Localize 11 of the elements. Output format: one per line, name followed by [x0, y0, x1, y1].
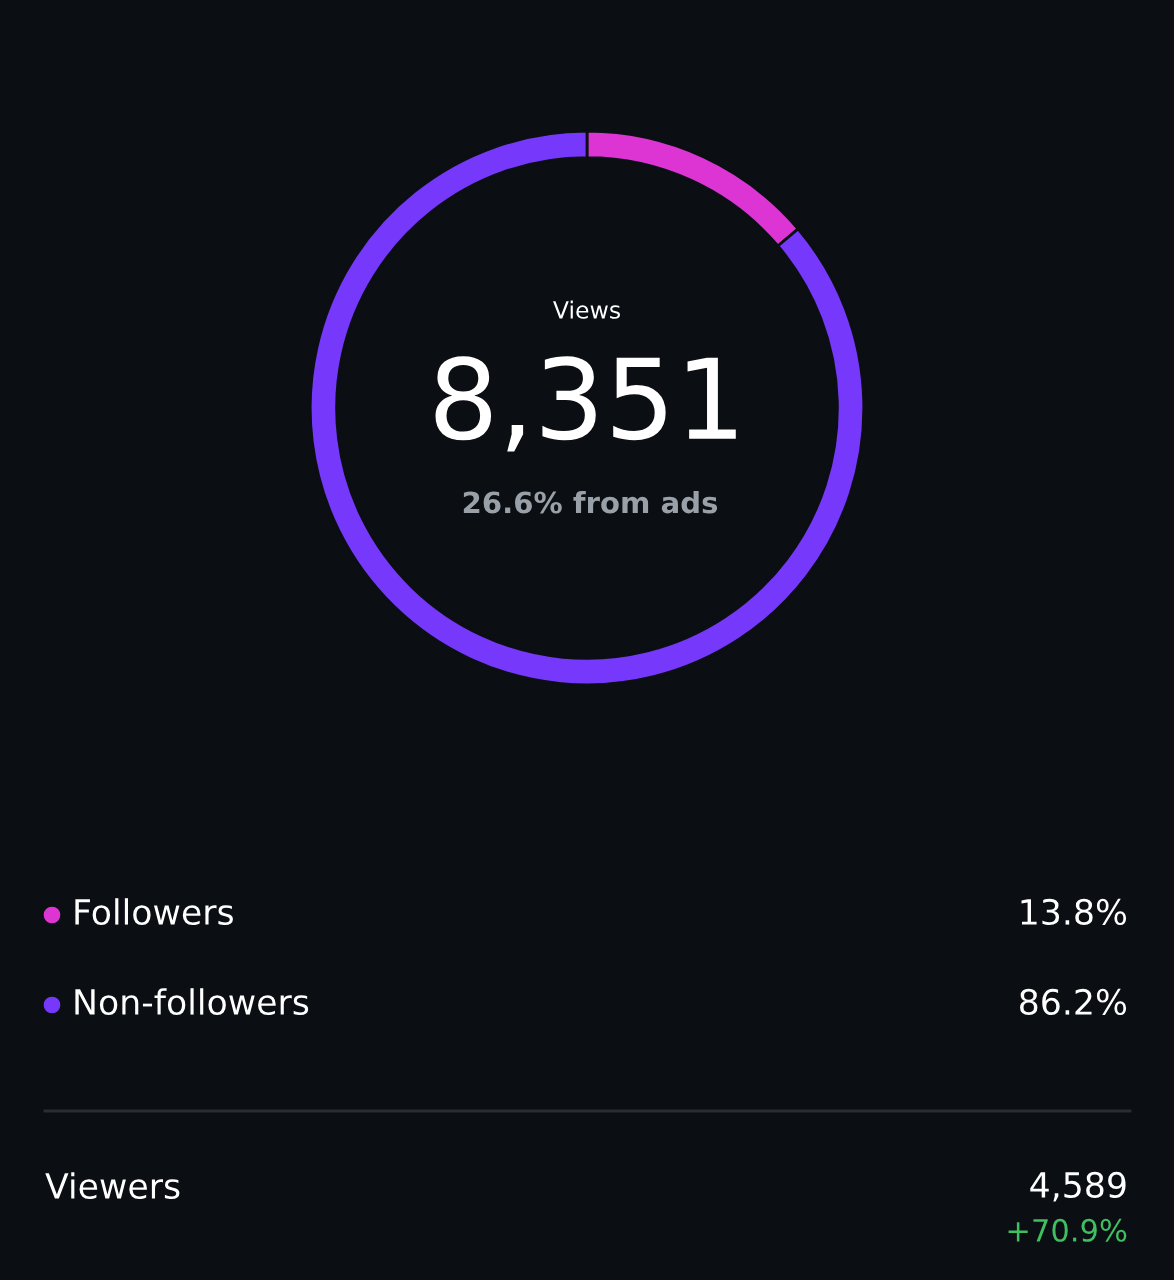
text: 8,351 — [435, 356, 736, 452]
legend-label: Non-followers — [75, 988, 309, 1016]
data-label: 13.8% — [1021, 898, 1127, 926]
donut-slice — [308, 129, 866, 687]
text: Viewers — [45, 1172, 180, 1200]
text: Views — [553, 300, 621, 319]
text: +70.9% — [1008, 1218, 1127, 1242]
text: 26.6% from ads — [463, 490, 718, 514]
data-label: 86.2% — [1020, 988, 1127, 1016]
text: 4,589 — [1030, 1171, 1126, 1202]
legend-label: Followers — [75, 898, 233, 926]
